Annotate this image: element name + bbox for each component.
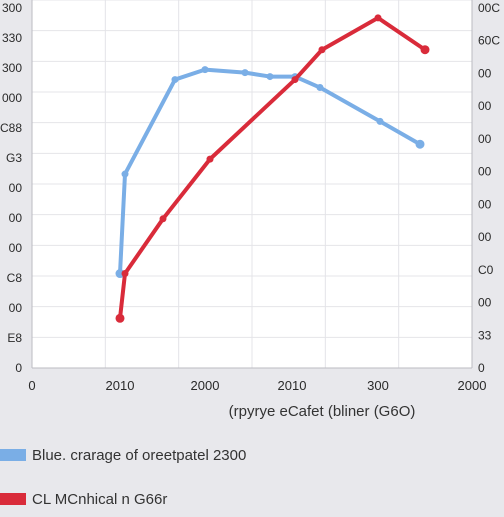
series-point-1	[159, 215, 167, 223]
series-point-1	[121, 270, 129, 278]
y-tick-label-left: 00	[9, 241, 23, 255]
y-tick-label-right: 00	[478, 296, 492, 310]
series-point-1	[291, 76, 299, 84]
y-tick-label-left: 00	[9, 181, 23, 195]
series-point-1	[374, 14, 382, 22]
x-tick-label: 2010	[278, 378, 307, 393]
series-point-0	[316, 84, 324, 92]
legend-swatch-0	[0, 449, 26, 461]
y-tick-label-left: E8	[7, 331, 22, 345]
x-tick-label: 2000	[458, 378, 487, 393]
legend-swatch-1	[0, 493, 26, 505]
x-tick-label: 300	[367, 378, 389, 393]
series-point-0	[376, 117, 384, 125]
series-point-0	[266, 73, 274, 81]
series-line-1	[118, 15, 427, 321]
y-tick-label-right: 00	[478, 197, 492, 211]
y-tick-label-left: 000	[2, 91, 22, 105]
y-tick-label-right: 60C	[478, 34, 500, 48]
series-line-0	[118, 67, 422, 276]
legend-label-1: CL MCnhical n G66r	[32, 491, 167, 508]
y-tick-label-left: G3	[6, 151, 22, 165]
x-axis-label: (rpyrye eCafet (bliner (G6O)	[229, 403, 416, 420]
y-tick-label-left: 00	[9, 211, 23, 225]
y-tick-label-left: 00	[9, 301, 23, 315]
y-tick-label-right: 00	[478, 165, 492, 179]
y-tick-label-left: 330	[2, 31, 22, 45]
x-tick-label: 2000	[191, 378, 220, 393]
y-tick-label-right: 00	[478, 230, 492, 244]
series-point-0	[171, 76, 179, 84]
series-point-0	[121, 170, 129, 178]
series-point-1	[420, 45, 430, 55]
legend-label-0: Blue. crarage of oreetpatel 2300	[32, 447, 246, 464]
y-tick-label-right: 00	[478, 99, 492, 113]
y-tick-label-right: 33	[478, 328, 492, 342]
x-tick-label: 0	[28, 378, 35, 393]
y-tick-label-left: 300	[2, 61, 22, 75]
y-tick-label-right: 0	[478, 361, 485, 375]
series-point-1	[206, 155, 214, 163]
y-tick-label-left: 300	[2, 1, 22, 15]
y-tick-label-right: 00	[478, 132, 492, 146]
y-tick-label-right: 00	[478, 66, 492, 80]
series-point-1	[318, 46, 326, 54]
series-point-0	[201, 66, 209, 74]
x-tick-label: 2010	[106, 378, 135, 393]
series-point-1	[115, 313, 125, 323]
series-point-0	[415, 139, 425, 149]
y-tick-label-left: 0	[15, 361, 22, 375]
y-tick-label-right: C0	[478, 263, 494, 277]
y-tick-label-left: C88	[0, 121, 22, 135]
y-tick-label-right: 00C	[478, 1, 500, 15]
y-tick-label-left: C8	[7, 271, 23, 285]
series-point-0	[241, 69, 249, 77]
series-point-0	[115, 269, 125, 279]
